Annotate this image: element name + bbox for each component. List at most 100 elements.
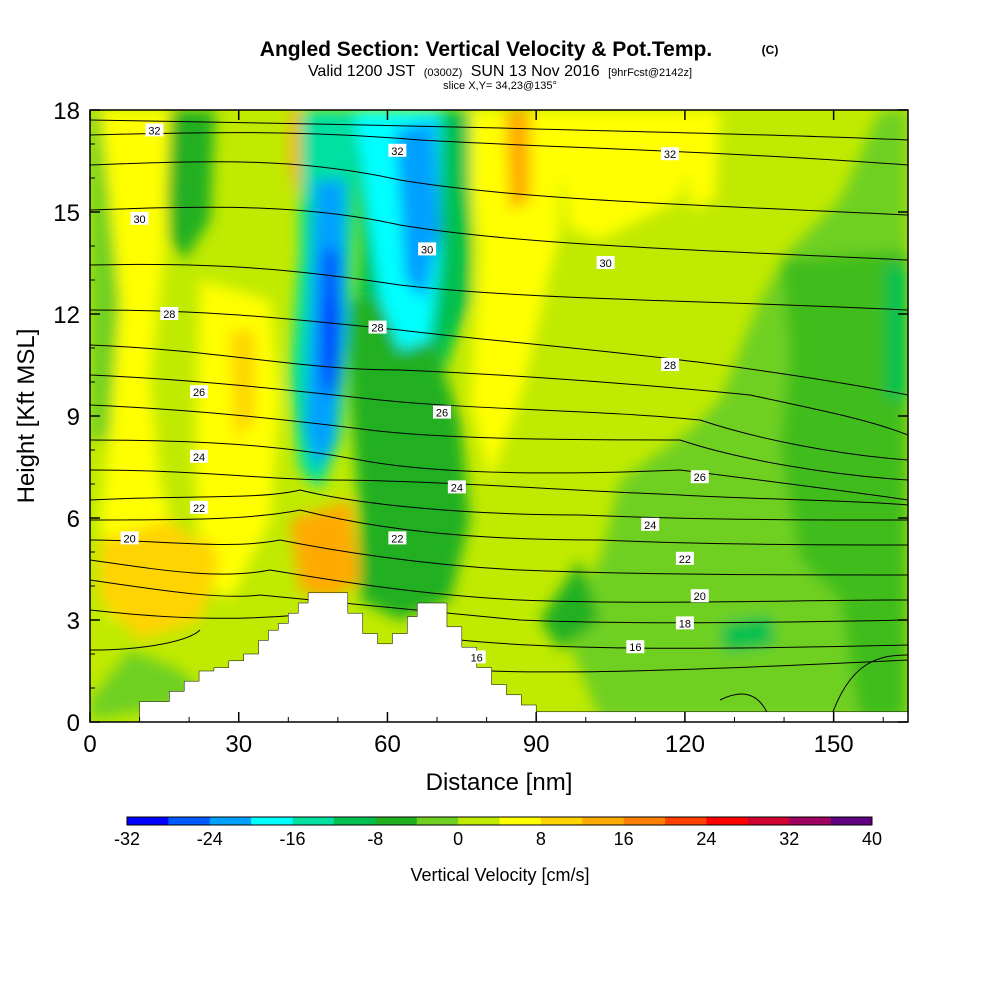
x-axis-label: Distance [nm] [426, 769, 573, 796]
contour-label: 26 [694, 472, 706, 484]
y-tick-label: 12 [53, 302, 80, 329]
contour-label: 30 [133, 214, 145, 226]
x-tick-label: 30 [225, 731, 252, 758]
y-tick-label: 15 [53, 200, 80, 227]
colorbar-tick-label: -24 [197, 829, 223, 849]
contour-label-bg [432, 405, 451, 419]
contour-label: 32 [664, 149, 676, 161]
contour-label: 30 [599, 258, 611, 270]
colorbar-swatch [540, 817, 583, 825]
slice-label: slice X,Y= 34,23@135° [443, 80, 557, 92]
contour-label: 28 [163, 309, 175, 321]
plot-area: 32 32 32 30 30 30 28 28 28 26 26 26 24 24 24 22 22 22 20 20… [90, 110, 908, 722]
y-tick-label: 18 [53, 98, 80, 125]
contour-label-bg [190, 500, 209, 514]
colorbar: -32 -24 -16 -8 0 8 16 24 32 40 [114, 816, 882, 849]
subtitle-utc: (0300Z) [424, 67, 463, 79]
contour-label-bg [160, 307, 179, 320]
colorbar-swatch [499, 817, 542, 825]
contour-label-bg [626, 640, 645, 654]
contour-label: 26 [193, 387, 205, 399]
subtitle-valid: Valid 1200 JST [308, 63, 416, 80]
colorbar-swatch [830, 817, 873, 825]
contour-label-bg [447, 480, 466, 494]
colorbar-tick-label: 16 [614, 829, 634, 849]
contour-label-bg [120, 531, 139, 545]
y-tick-label: 3 [67, 608, 80, 635]
colorbar-swatch [623, 817, 666, 825]
colorbar-tick-label: 24 [696, 829, 716, 849]
contour-label-bg [675, 616, 694, 630]
contour-label: 20 [124, 533, 136, 545]
contour-label-bg [675, 551, 694, 565]
contour-label-bg [145, 123, 164, 137]
colorbar-tick-label: 8 [536, 829, 546, 849]
contour-label-bg [661, 147, 680, 161]
contour-label-bg [130, 211, 149, 225]
colorbar-tick-label: -16 [280, 829, 306, 849]
y-tick-label: 9 [67, 404, 80, 431]
contour-label: 24 [451, 482, 463, 494]
contour-label: 16 [629, 642, 641, 654]
contour-label-bg [661, 358, 680, 371]
y-tick-label: 6 [67, 506, 80, 533]
chart-title-mark: (C) [762, 43, 779, 57]
chart-title: Angled Section: Vertical Velocity & Pot.… [260, 38, 712, 61]
colorbar-tick-label: -8 [367, 829, 383, 849]
contour-label: 22 [193, 503, 205, 515]
contour-label: 30 [421, 244, 433, 256]
contour-label-bg [368, 320, 387, 334]
contour-label: 22 [391, 533, 403, 545]
contour-label: 32 [391, 146, 403, 158]
colorbar-swatch [789, 817, 831, 825]
colorbar-swatch [209, 817, 252, 825]
contour-label: 18 [679, 618, 691, 630]
colorbar-tick-label: 40 [862, 829, 882, 849]
contour-label-bg [690, 470, 709, 484]
contour-label: 28 [371, 323, 383, 335]
contour-label-bg [388, 143, 407, 157]
colorbar-tick-label: 32 [779, 829, 799, 849]
colorbar-swatch [375, 817, 418, 825]
contour-label-bg [467, 650, 486, 664]
colorbar-swatch [168, 817, 211, 825]
contour-label-bg [190, 449, 209, 463]
terrain [90, 592, 908, 722]
contour-label: 20 [694, 591, 706, 603]
contour-label-bg [388, 531, 407, 545]
colorbar-swatch [665, 817, 707, 825]
contour-label: 24 [644, 520, 656, 532]
y-axis: 0 3 6 9 12 15 18 [53, 98, 908, 737]
contour-label-bg [596, 256, 615, 269]
contour-label-bg [418, 242, 437, 256]
contour-label-bg [190, 385, 209, 399]
y-tick-label: 0 [67, 710, 80, 737]
x-tick-label: 90 [523, 731, 550, 758]
contour-label: 22 [679, 554, 691, 566]
x-tick-label: 60 [374, 731, 401, 758]
x-tick-label: 150 [814, 731, 854, 758]
contour-label: 28 [664, 360, 676, 372]
colorbar-swatch [747, 817, 790, 825]
contour-label: 16 [471, 652, 483, 664]
colorbar-tick-label: -32 [114, 829, 140, 849]
x-axis: 0 30 60 90 120 150 [83, 110, 884, 758]
contour-labels: 32 32 32 30 30 30 28 28 28 26 26 26 24 24 24 22 22 22 20 20… [120, 123, 709, 664]
contour-label: 24 [193, 452, 205, 464]
contour-label: 26 [436, 408, 448, 420]
contour-label: 32 [148, 125, 160, 137]
chart-subtitle: Valid 1200 JST (0300Z) SUN 13 Nov 2016 [… [308, 63, 692, 80]
subtitle-forecast: [9hrFcst@2142z] [608, 67, 692, 79]
colorbar-tick-label: 0 [453, 829, 463, 849]
colorbar-swatch [458, 817, 500, 825]
x-tick-label: 120 [665, 731, 705, 758]
x-tick-label: 0 [83, 731, 96, 758]
colorbar-swatch [333, 817, 376, 825]
colorbar-swatch [706, 817, 749, 825]
isentropes [90, 119, 908, 721]
colorbar-label: Vertical Velocity [cm/s] [410, 865, 589, 885]
colorbar-frame [126, 816, 873, 826]
y-axis-label: Height [Kft MSL] [13, 329, 40, 504]
colorbar-swatch [416, 817, 459, 825]
